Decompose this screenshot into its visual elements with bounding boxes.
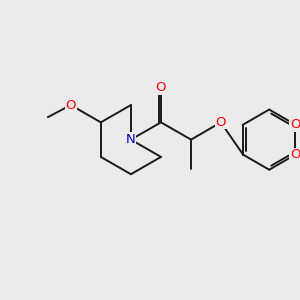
Text: O: O — [156, 81, 166, 94]
Text: O: O — [290, 118, 300, 131]
Text: O: O — [65, 99, 76, 112]
Text: O: O — [215, 116, 226, 129]
Text: O: O — [290, 148, 300, 161]
Text: N: N — [126, 133, 136, 146]
